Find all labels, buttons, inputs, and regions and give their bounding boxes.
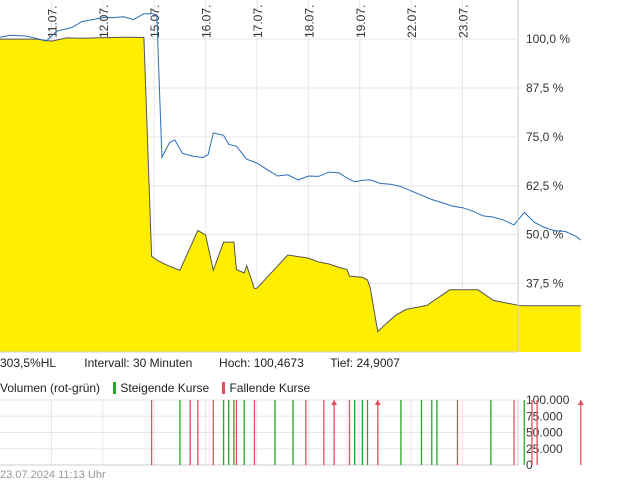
volume-y-tick-label: 0 (526, 458, 533, 470)
volume-overflow-marker (577, 400, 584, 405)
falling-swatch (222, 382, 226, 394)
area-series-fill (0, 37, 581, 353)
x-tick-label: 23.07. (457, 5, 471, 38)
info-line: 303,5%HL Intervall: 30 Minuten Hoch: 100… (0, 356, 400, 370)
x-tick-label: 19.07. (354, 5, 368, 38)
volume-legend: Volumen (rot-grün) Steigende Kurse Falle… (0, 381, 310, 395)
rising-swatch (113, 382, 117, 394)
price-chart: 11.07. 12.07. 15.07. 16.07. 17.07. 18.07. 19.0… (0, 0, 584, 470)
x-tick-label: 11.07. (45, 6, 59, 38)
y-tick-label: 37,5 % (526, 277, 564, 291)
interval-label: Intervall: 30 Minuten (84, 356, 193, 370)
x-tick-label: 22.07. (405, 5, 419, 38)
x-tick-label: 17.07. (251, 5, 265, 38)
timestamp: 23.07.2024 11:13 Uhr (0, 469, 106, 481)
y-tick-label: 62,5 % (526, 179, 564, 193)
volume-legend-label: Volumen (rot-grün) (0, 381, 101, 395)
instrument-name: 303,5%HL (0, 356, 56, 370)
low-value: Tief: 24,9007 (330, 356, 400, 370)
volume-overflow-marker (374, 400, 381, 405)
volume-overflow-marker (331, 400, 338, 405)
falling-legend-label: Fallende Kurse (229, 381, 311, 395)
x-tick-label: 12.07. (97, 5, 111, 38)
volume-y-tick-label: 50.000 (526, 426, 563, 440)
line-series (0, 13, 582, 241)
high-value: Hoch: 100,4673 (219, 356, 304, 370)
x-tick-label: 15.07. (148, 5, 162, 38)
y-tick-label: 100,0 % (526, 32, 570, 46)
area-series-outline (0, 36, 581, 333)
rising-legend-label: Steigende Kurse (120, 381, 210, 395)
x-tick-label: 18.07. (302, 5, 316, 38)
y-tick-label: 87,5 % (526, 81, 564, 95)
y-tick-label: 75,0 % (526, 130, 564, 144)
y-tick-label: 50,0 % (526, 228, 564, 242)
volume-y-tick-label: 75.000 (526, 409, 563, 423)
volume-y-tick-label: 25.000 (526, 442, 563, 456)
x-tick-label: 16.07. (200, 5, 214, 38)
